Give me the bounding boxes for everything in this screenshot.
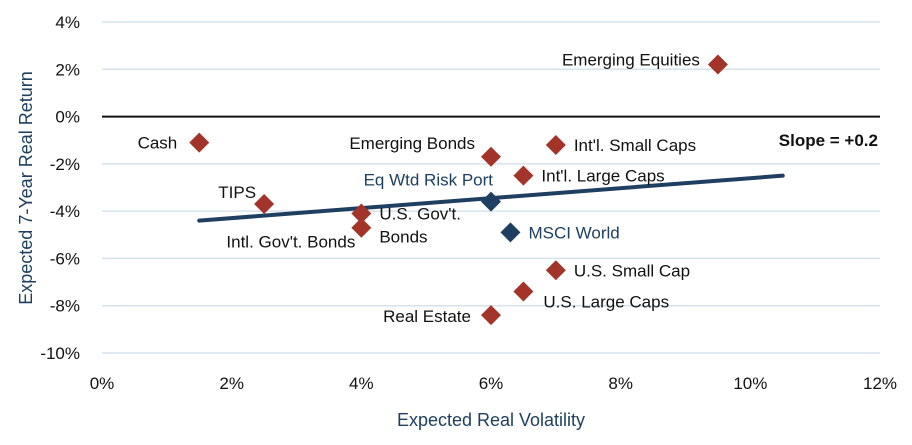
y-tick-label: 2%	[55, 60, 80, 79]
label-cash: Cash	[138, 134, 178, 153]
data-points	[189, 54, 728, 326]
slope-annotation: Slope = +0.2	[779, 131, 878, 150]
label-eq-wtd-risk-port: Eq Wtd Risk Port	[364, 171, 494, 190]
label-real-estate: Real Estate	[383, 307, 471, 326]
point-eq-wtd-risk-port	[481, 191, 501, 212]
point-real-estate	[481, 305, 501, 326]
label-u-s-large-caps: U.S. Large Caps	[543, 293, 669, 312]
x-tick-label: 4%	[349, 374, 374, 393]
point-tips	[254, 194, 275, 215]
point-emerging-bonds	[481, 146, 501, 167]
y-tick-label: -8%	[50, 297, 80, 316]
x-tick-label: 8%	[608, 374, 633, 393]
point-cash	[189, 132, 210, 153]
label-int-l-small-caps: Int'l. Small Caps	[574, 136, 696, 155]
y-tick-label: -6%	[50, 249, 80, 268]
x-tick-label: 10%	[733, 374, 767, 393]
y-tick-label: -10%	[40, 344, 80, 363]
y-tick-label: 4%	[55, 13, 80, 32]
y-tick-label: -2%	[50, 155, 80, 174]
label-msci-world: MSCI World	[528, 223, 619, 242]
x-axis-title: Expected Real Volatility	[397, 410, 585, 430]
point-u-s-small-cap	[545, 260, 566, 281]
label-int-l-large-caps: Int'l. Large Caps	[541, 167, 664, 186]
point-u-s-gov-t	[351, 203, 372, 224]
label-emerging-bonds: Emerging Bonds	[349, 134, 475, 153]
y-axis-ticks: 4% 2% 0% -2% -4% -6% -8% -10%	[40, 13, 80, 363]
x-tick-label: 2%	[219, 374, 244, 393]
point-int-l-small-caps	[545, 134, 566, 155]
label-emerging-equities: Emerging Equities	[562, 51, 700, 70]
x-axis-ticks: 0% 2% 4% 6% 8% 10% 12%	[90, 374, 897, 393]
label-u-s-small-cap: U.S. Small Cap	[574, 261, 690, 280]
point-emerging-equities	[707, 54, 728, 75]
x-tick-label: 6%	[479, 374, 504, 393]
point-int-l-large-caps	[513, 165, 534, 186]
point-msci-world	[500, 222, 521, 243]
label-u-s-gov-t-line2: Bonds	[379, 228, 427, 247]
y-tick-label: 0%	[55, 108, 80, 127]
y-axis-title: Expected 7-Year Real Return	[16, 71, 36, 304]
x-tick-label: 12%	[863, 374, 897, 393]
point-intl-gov-t-bonds	[351, 217, 372, 238]
x-tick-label: 0%	[90, 374, 115, 393]
point-u-s-large-caps	[513, 281, 534, 302]
y-tick-label: -4%	[50, 202, 80, 221]
label-u-s-gov-t: U.S. Gov't.	[379, 205, 461, 224]
data-labels: Cash TIPS U.S. Gov't. Bonds Intl. Gov't. Bon…	[138, 51, 700, 327]
label-intl-gov-t-bonds: Intl. Gov't. Bonds	[226, 233, 355, 252]
label-tips: TIPS	[218, 183, 256, 202]
